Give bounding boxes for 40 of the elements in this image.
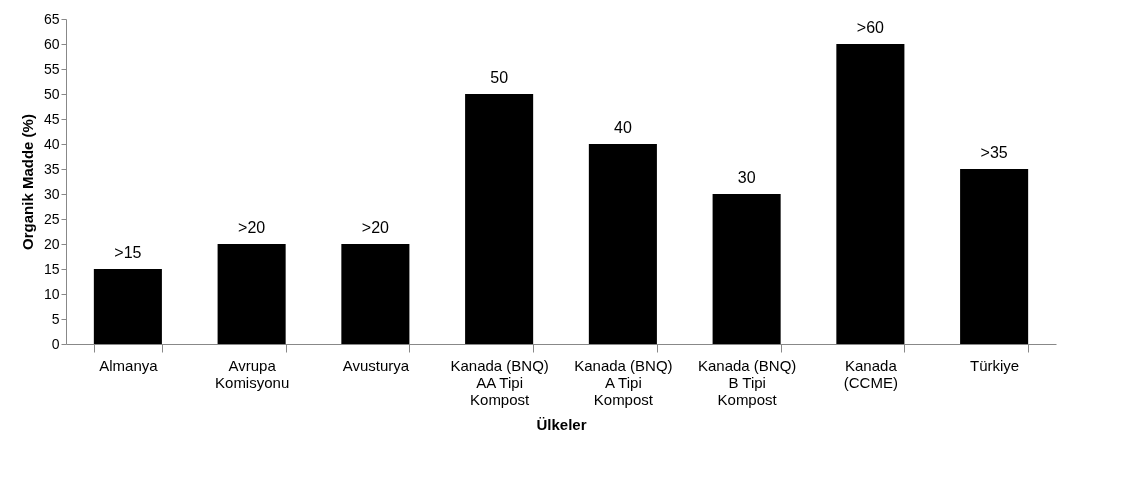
- bar: [836, 44, 905, 344]
- bar: [341, 244, 410, 344]
- x-tick-label: Türkiye: [970, 356, 1020, 374]
- y-tick-label: 55: [43, 60, 60, 77]
- y-tick-label: 35: [43, 160, 60, 177]
- data-label: >15: [114, 244, 142, 261]
- x-tick-label: Kanada (BNQ) AA Tipi Kompost: [450, 356, 549, 408]
- y-axis-title: Organik Madde (%): [18, 114, 36, 250]
- data-label: 30: [737, 169, 756, 186]
- x-tick-label: Almanya: [99, 356, 159, 374]
- bar: [588, 144, 657, 344]
- y-tick-label: 5: [51, 310, 60, 327]
- y-tick-label: 25: [43, 210, 60, 227]
- bar: [217, 244, 286, 344]
- x-tick-label: Avrupa Komisyonu: [215, 356, 290, 391]
- bar: [960, 169, 1029, 344]
- data-label: >20: [361, 219, 390, 236]
- bar: [93, 269, 162, 344]
- y-tick-label: 50: [43, 85, 60, 102]
- x-axis-title: Ülkeler: [536, 415, 587, 433]
- data-label: >35: [980, 144, 1008, 161]
- y-tick-label: 30: [43, 185, 60, 202]
- x-tick-label: Kanada (BNQ) B Tipi Kompost: [697, 356, 797, 408]
- data-label: 50: [490, 69, 509, 86]
- y-tick-label: 40: [43, 135, 60, 152]
- y-tick-label: 20: [43, 235, 60, 252]
- bar: [712, 194, 781, 344]
- x-tick-label: Kanada (CCME): [843, 356, 898, 391]
- y-tick-label: 65: [43, 10, 60, 27]
- y-tick-label: 10: [43, 285, 60, 302]
- data-label: 40: [613, 119, 632, 136]
- y-tick-label: 45: [43, 110, 60, 127]
- y-tick-label: 15: [43, 260, 60, 277]
- data-label: >20: [238, 219, 266, 236]
- x-tick-label: Avusturya: [342, 356, 410, 374]
- data-label: >60: [856, 19, 885, 36]
- x-tick-label: Kanada (BNQ) A Tipi Kompost: [574, 356, 673, 408]
- y-tick-label: 0: [51, 335, 60, 352]
- y-tick-label: 60: [43, 35, 60, 52]
- bar: [465, 94, 534, 344]
